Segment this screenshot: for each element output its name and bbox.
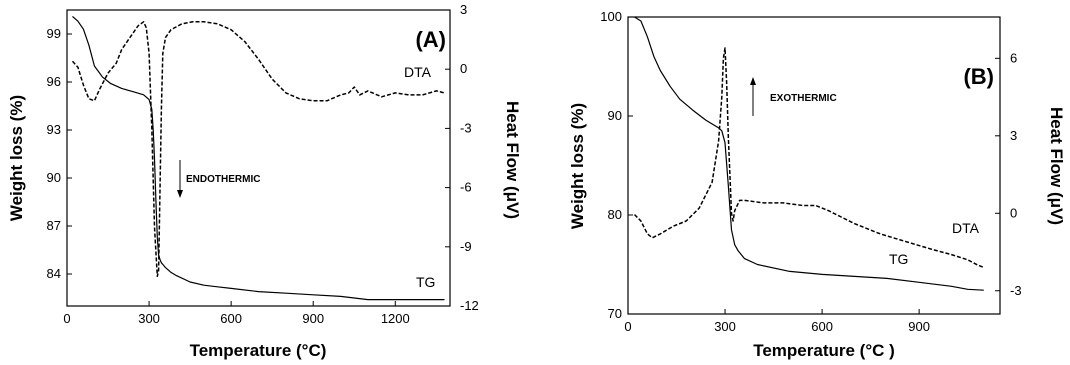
panel-b-dta-series-label: DTA [952,220,980,236]
panel-b-x-tick-label: 300 [714,319,736,334]
panel-b-y-left-tick-label: 70 [608,306,622,321]
panel-a-y-left-tick-label: 93 [47,122,61,137]
panel-a-tg-line [72,15,445,301]
panel-b-y-left-tick-label: 100 [600,9,622,24]
panel-a-x-tick-label: 900 [302,311,324,326]
panel-a-frame [66,9,451,307]
panel-b-y-right-tick-label: 0 [1010,205,1017,220]
panel-a-y-right-tick-label: -12 [460,298,479,313]
panel-b-x-tick-label: 900 [908,319,930,334]
panel-b-y-left-tick-label: 80 [608,207,622,222]
panel-a-y-left-tick-label: 84 [47,266,61,281]
panel-b-y-right-tick-label: -3 [1010,283,1022,298]
panel-a-y-left-tick-label: 87 [47,218,61,233]
panel-a-y-right-tick-label: -3 [460,120,472,135]
panel-b-label: (B) [963,64,994,89]
panel-a-arrow-icon [177,160,183,198]
panel-b-tg-series-label: TG [889,251,908,267]
panel-a: 0 300 600 900 1200 84 87 90 93 96 99 3 0 -3 -6 -9 -12 (A… [7,2,522,360]
panel-b-frame [627,16,1001,315]
panel-b-y-right-label: Heat Flow (μV) [1047,107,1066,225]
panel-a-y-left-tick-label: 90 [47,170,61,185]
panel-b-y-right-tick-label: 6 [1010,50,1017,65]
panel-a-y-right-tick-label: -9 [460,239,472,254]
panel-b: 0 300 600 900 70 80 90 100 6 3 0 -3 (B) DTA TG EXOT… [568,9,1066,360]
panel-b-x-tick-label: 0 [624,319,631,334]
panel-a-y-left-tick-label: 96 [47,74,61,89]
panel-a-y-right-tick-label: 0 [460,61,467,76]
panel-a-label: (A) [415,27,446,52]
panel-b-y-left-tick-label: 90 [608,108,622,123]
panel-a-dta-series-label: DTA [404,64,432,80]
panel-a-x-tick-label: 1200 [381,311,410,326]
panel-b-x-axis-label: Temperature (°C ) [753,341,895,360]
panel-b-x-tick-label: 600 [811,319,833,334]
panel-b-tg-line [634,16,984,291]
panel-a-y-right-label: Heat Flow (μV) [503,101,522,219]
panel-a-dta-line [71,21,445,278]
panel-a-y-right-tick-label: -6 [460,180,472,195]
panel-a-plot-area [71,15,445,301]
panel-a-x-tick-label: 0 [63,311,70,326]
panel-a-y-left-label: Weight loss (%) [7,95,26,221]
panel-a-y-right-tick-label: 3 [460,2,467,17]
panel-b-dta-line [633,47,985,269]
panel-a-tg-series-label: TG [416,274,435,290]
panel-b-arrow-icon [750,77,756,116]
panel-a-ticks: 0 300 600 900 1200 84 87 90 93 96 99 3 0 -3 -6 -9 -12 [47,2,479,326]
panel-b-y-left-label: Weight loss (%) [568,103,587,229]
panel-b-y-right-tick-label: 3 [1010,128,1017,143]
panel-a-y-left-tick-label: 99 [47,26,61,41]
panel-a-x-tick-label: 600 [220,311,242,326]
panel-b-annotation: EXOTHERMIC [770,93,837,104]
panel-b-plot-area [633,16,985,291]
panel-a-x-axis-label: Temperature (°C) [190,341,327,360]
panel-a-annotation: ENDOTHERMIC [186,174,260,185]
panel-b-ticks: 0 300 600 900 70 80 90 100 6 3 0 -3 [600,9,1021,334]
panel-a-x-tick-label: 300 [138,311,160,326]
